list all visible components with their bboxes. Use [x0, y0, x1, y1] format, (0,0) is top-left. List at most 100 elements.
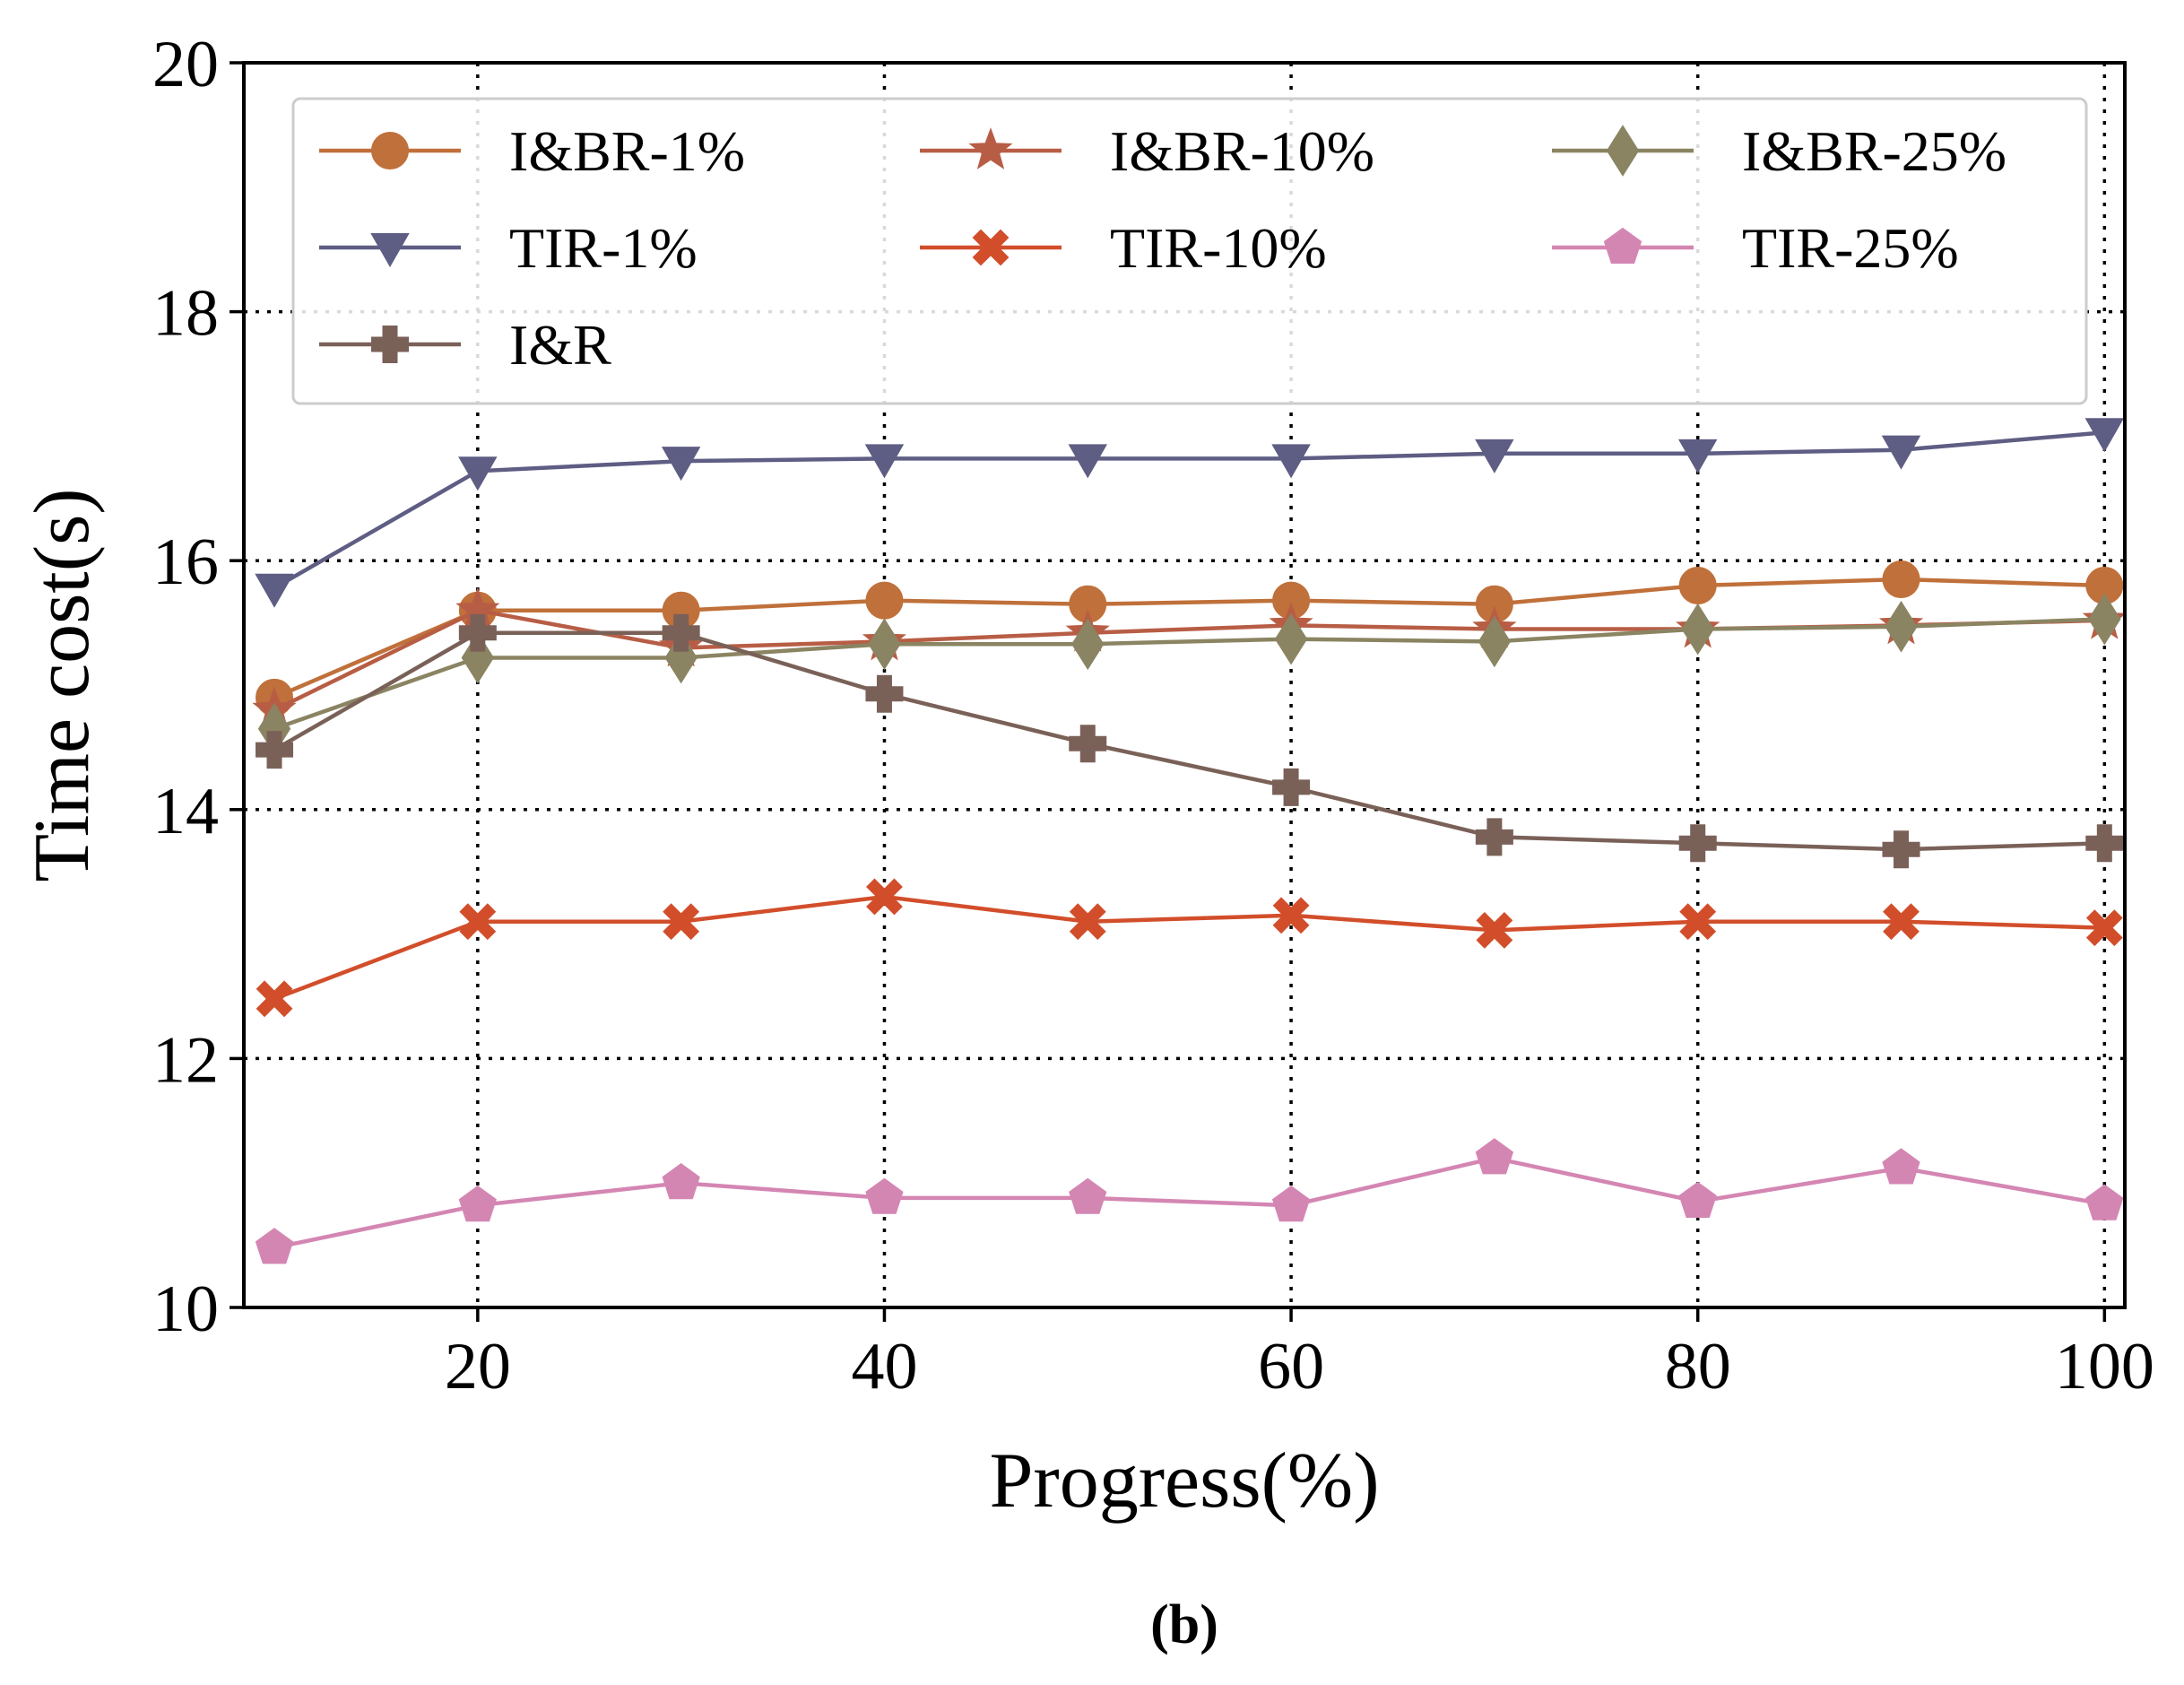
legend-label: TIR-1% [509, 216, 698, 280]
data-point [2085, 1184, 2124, 1220]
data-point [864, 444, 905, 479]
data-point [661, 447, 701, 482]
series-line [273, 608, 2105, 712]
series-i-br-25 [257, 593, 2121, 755]
data-point [865, 674, 904, 713]
x-tick-label: 100 [2055, 1330, 2154, 1403]
legend-marker [968, 127, 1013, 169]
data-point [256, 980, 293, 1018]
series-line [273, 430, 2105, 590]
x-tick-label: 80 [1665, 1330, 1731, 1403]
x-tick-label: 40 [851, 1330, 917, 1403]
legend-box [291, 97, 2088, 405]
data-point [2088, 593, 2121, 646]
y-tick-label: 20 [152, 28, 219, 101]
data-point [1475, 439, 1514, 473]
legend-item: I&BR-1% [319, 119, 745, 183]
legend-label: I&BR-25% [1742, 119, 2006, 183]
series-line [273, 577, 2105, 699]
series-line [273, 1156, 2105, 1250]
legend-item: TIR-1% [319, 216, 698, 280]
series-line [273, 894, 2105, 1001]
series-layer [252, 418, 2127, 1264]
data-point [458, 1185, 497, 1222]
data-point [1679, 903, 1717, 941]
data-point [1678, 566, 1717, 604]
y-tick-label: 12 [152, 1023, 219, 1097]
legend-marker [1606, 125, 1640, 177]
figure-caption: (b) [1150, 1594, 1218, 1655]
legend-label: I&BR-10% [1110, 119, 1374, 183]
data-point [1271, 1185, 1311, 1222]
data-point [1678, 824, 1717, 863]
data-point [1882, 830, 1920, 869]
data-point [1475, 1138, 1514, 1175]
legend-marker [371, 132, 409, 169]
data-point [2084, 418, 2125, 453]
data-point [1478, 615, 1512, 668]
series-line [273, 630, 2105, 852]
data-point [1677, 439, 1718, 473]
legend-item: I&BR-25% [1552, 119, 2006, 183]
x-tick-label: 60 [1258, 1330, 1324, 1403]
legend-label: I&R [509, 313, 611, 377]
data-point [1678, 1181, 1717, 1218]
data-point [1272, 768, 1311, 806]
legend-label: TIR-25% [1742, 216, 1959, 280]
data-point [255, 573, 294, 608]
legend-item: I&R [319, 313, 611, 377]
series-tir-1 [255, 418, 2125, 608]
data-point [1885, 600, 1918, 653]
x-axis-label: Progress(%) [989, 1437, 1379, 1524]
y-tick-label: 16 [152, 525, 219, 599]
data-point [1476, 912, 1513, 949]
data-point [1069, 725, 1107, 763]
data-point [1069, 1177, 1107, 1214]
x-tick-label: 20 [445, 1330, 511, 1403]
legend-item: TIR-25% [1552, 216, 1959, 280]
data-point [255, 1228, 294, 1264]
data-point [1475, 818, 1513, 856]
y-tick-label: 10 [152, 1272, 219, 1346]
legend-label: I&BR-1% [509, 119, 745, 183]
data-point [866, 878, 903, 916]
data-point [1071, 618, 1105, 671]
legend-marker [1603, 227, 1642, 264]
series-tir-10 [256, 878, 2123, 1018]
legend-marker [972, 229, 1010, 266]
data-point [1274, 612, 1308, 665]
data-point [256, 731, 294, 769]
data-point [1272, 897, 1310, 934]
data-point [868, 618, 901, 671]
legend-marker [370, 233, 410, 268]
series-i-r [256, 613, 2124, 869]
y-axis-label: Time cost(s) [19, 488, 106, 882]
data-point [662, 613, 700, 652]
data-point [1271, 444, 1311, 479]
legend: I&BR-1% I&BR-10% I&BR-25% TIR-1% TIR-10% TIR-… [291, 97, 2088, 405]
y-tick-label: 14 [152, 775, 219, 848]
axis-ticks: 20 40 60 80 100 10 12 14 16 18 20 [152, 28, 2154, 1403]
legend-item: I&BR-10% [920, 119, 1374, 183]
legend-marker [371, 326, 409, 363]
series-line [273, 617, 2105, 731]
data-point [1883, 903, 1920, 941]
data-point [663, 903, 700, 941]
data-point [459, 903, 497, 941]
data-point [865, 581, 904, 620]
series-i-br-1 [256, 560, 2124, 717]
y-tick-label: 18 [152, 277, 219, 351]
data-point [2085, 909, 2123, 947]
plot-area-frame [242, 61, 2127, 1309]
data-point [1882, 1148, 1920, 1185]
data-point [458, 456, 498, 491]
data-point [1068, 444, 1107, 479]
legend-item: TIR-10% [920, 216, 1327, 280]
data-point [865, 1177, 904, 1214]
data-point [662, 1162, 700, 1200]
data-point [1882, 560, 1920, 599]
data-point [1681, 603, 1714, 656]
data-point [1881, 435, 1921, 470]
series-tir-25 [255, 1138, 2124, 1264]
